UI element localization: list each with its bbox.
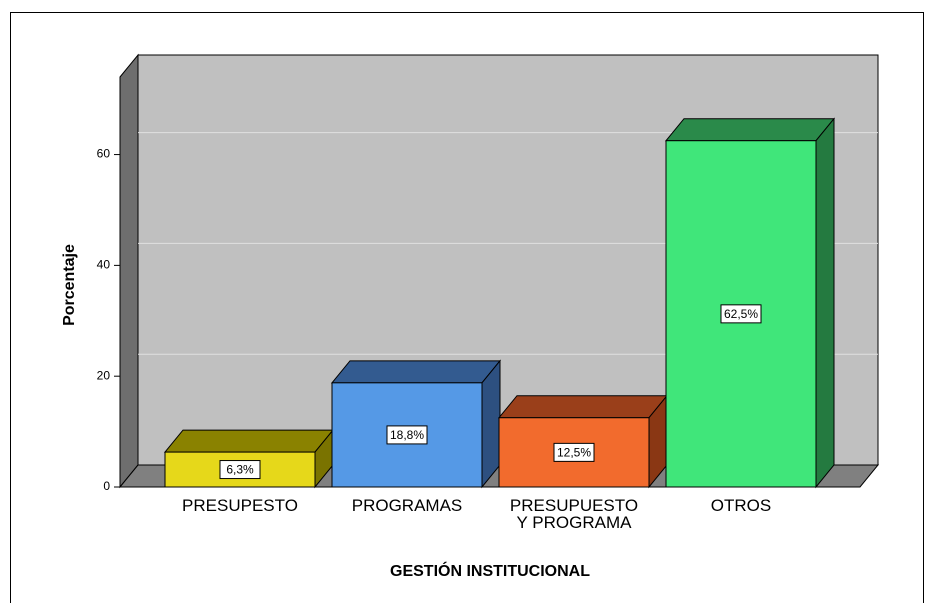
value-label: 18,8%: [390, 428, 424, 442]
bar-top: [330, 360, 502, 384]
x-tick-label: PROGRAMAS: [351, 496, 463, 515]
value-label: 62,5%: [724, 307, 758, 321]
side-wall: [119, 53, 139, 489]
bar-top: [497, 395, 669, 419]
value-label: 6,3%: [226, 463, 254, 477]
y-tick-label: 40: [97, 258, 111, 272]
bar-top: [163, 429, 335, 453]
value-label-box: [553, 442, 595, 462]
value-label: 12,5%: [557, 446, 591, 460]
x-tick-label: PRESUPUESTO Y PROGRAMA: [509, 496, 639, 532]
x-axis-title: GESTIÓN INSTITUCIONAL: [390, 561, 590, 580]
x-tick-label: OTROS: [710, 496, 772, 515]
value-label-box: [386, 425, 428, 445]
value-label-box: [219, 460, 261, 480]
y-axis-title: Porcentaje: [61, 244, 78, 326]
value-label-box: [720, 304, 762, 324]
bar-side: [815, 117, 835, 489]
bar-side: [481, 359, 501, 489]
y-tick-label: 0: [103, 479, 110, 493]
x-tick-label: PRESUPESTO: [182, 496, 298, 515]
bar-top: [664, 118, 836, 142]
y-tick-label: 60: [97, 147, 111, 161]
y-tick-label: 20: [97, 368, 111, 382]
